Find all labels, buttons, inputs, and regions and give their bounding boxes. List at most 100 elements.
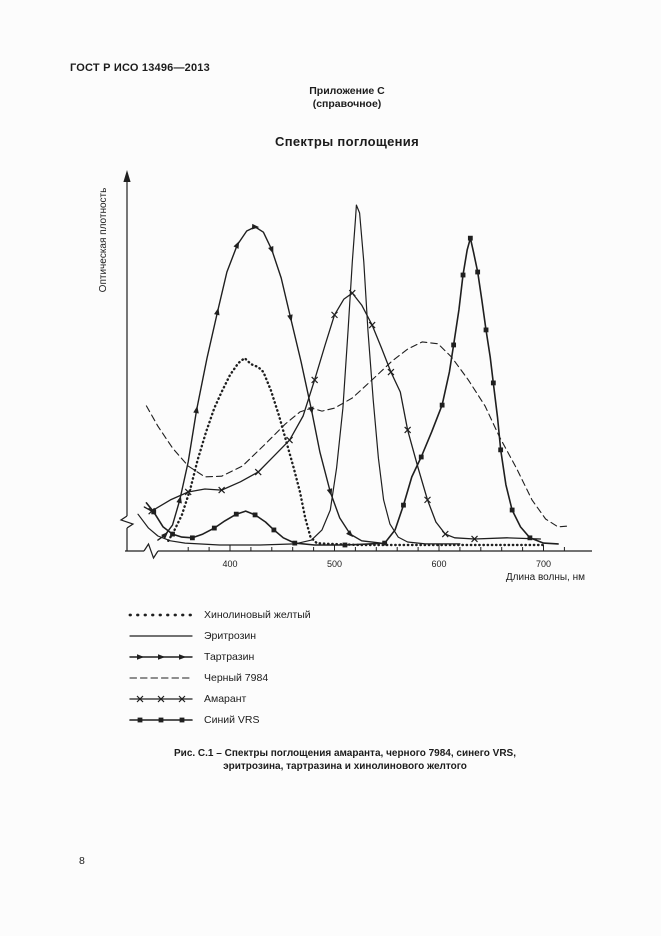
triangle-marker-icon bbox=[176, 495, 182, 504]
legend-swatch-icon bbox=[128, 613, 194, 616]
legend-swatch-icon bbox=[129, 717, 193, 722]
legend-label: Черный 7984 bbox=[204, 671, 269, 684]
x-marker-icon bbox=[136, 695, 144, 702]
chart-legend: Хинолиновый желтый Эритрозин Тартразин Черн… bbox=[128, 604, 311, 730]
square-marker-icon bbox=[170, 531, 175, 537]
triangle-marker-icon bbox=[214, 307, 220, 316]
x-marker-icon bbox=[404, 426, 412, 434]
square-marker-icon bbox=[179, 717, 185, 722]
square-marker-icon bbox=[252, 512, 258, 518]
x-tick-label: 700 bbox=[536, 559, 551, 569]
series-6 bbox=[145, 235, 559, 548]
series-path bbox=[145, 237, 559, 546]
x-tick-label: 500 bbox=[327, 559, 342, 569]
section-title: Спектры поглощения bbox=[275, 134, 419, 149]
legend-label: Хинолиновый желтый bbox=[204, 608, 311, 621]
legend-label: Эритрозин bbox=[204, 629, 257, 642]
triangle-marker-icon bbox=[158, 653, 166, 660]
square-marker-icon bbox=[509, 507, 515, 513]
legend-row: Амарант bbox=[128, 688, 311, 709]
triangle-marker-icon bbox=[179, 653, 187, 660]
square-marker-icon bbox=[151, 509, 157, 515]
x-axis-break-icon bbox=[143, 542, 159, 560]
x-marker-icon bbox=[348, 289, 356, 297]
x-tick-label: 400 bbox=[222, 559, 237, 569]
spectra-chart: 400 500 600 700 Длина волны, нм Оптическая пл… bbox=[98, 170, 592, 583]
series-path bbox=[157, 226, 382, 544]
square-marker-icon bbox=[271, 527, 277, 533]
series-1 bbox=[167, 356, 544, 547]
standard-number: ГОСТ Р ИСО 13496—2013 bbox=[70, 62, 210, 74]
square-marker-icon bbox=[292, 540, 298, 546]
series-path bbox=[145, 341, 568, 528]
triangle-marker-icon bbox=[193, 405, 199, 414]
legend-row: Хинолиновый желтый bbox=[128, 604, 311, 625]
annex-heading: Приложение С bbox=[309, 85, 385, 97]
spectra-figure: 400 500 600 700 Длина волны, нм Оптическая пл… bbox=[60, 168, 600, 598]
legend-label: Тартразин bbox=[204, 650, 255, 663]
triangle-marker-icon bbox=[137, 653, 145, 660]
legend-swatch-icon bbox=[129, 653, 193, 660]
legend-label: Амарант bbox=[204, 692, 247, 705]
square-marker-icon bbox=[233, 511, 239, 517]
square-marker-icon bbox=[527, 535, 533, 541]
square-marker-icon bbox=[467, 235, 473, 241]
x-marker-icon bbox=[178, 695, 186, 702]
x-marker-icon bbox=[387, 368, 395, 376]
series-path bbox=[167, 356, 544, 547]
square-marker-icon bbox=[401, 502, 406, 508]
square-marker-icon bbox=[137, 717, 143, 722]
triangle-marker-icon bbox=[268, 246, 274, 254]
x-marker-icon bbox=[424, 496, 431, 504]
figure-caption-line1: Рис. С.1 – Спектры поглощения амаранта, … bbox=[174, 748, 516, 759]
triangle-marker-icon bbox=[161, 531, 169, 539]
triangle-marker-icon bbox=[233, 241, 240, 249]
x-axis-label: Длина волны, нм bbox=[506, 572, 585, 583]
legend-row: Тартразин bbox=[128, 646, 311, 667]
x-marker-icon bbox=[218, 486, 226, 494]
series-3 bbox=[157, 223, 382, 544]
legend-row: Синий VRS bbox=[128, 709, 311, 730]
square-marker-icon bbox=[460, 272, 466, 278]
x-marker-icon bbox=[286, 436, 293, 444]
triangle-marker-icon bbox=[346, 529, 354, 538]
x-marker-icon bbox=[184, 488, 192, 496]
square-marker-icon bbox=[475, 269, 481, 275]
figure-caption: Рис. С.1 – Спектры поглощения амаранта, … bbox=[125, 747, 565, 773]
x-marker-icon bbox=[157, 695, 165, 702]
x-marker-icon bbox=[254, 468, 262, 476]
legend-label: Синий VRS bbox=[204, 713, 260, 726]
legend-swatch-icon bbox=[129, 676, 193, 679]
square-marker-icon bbox=[342, 542, 348, 548]
square-marker-icon bbox=[189, 535, 195, 541]
series-path bbox=[143, 292, 542, 540]
x-marker-icon bbox=[331, 311, 338, 319]
legend-row: Черный 7984 bbox=[128, 667, 311, 688]
square-marker-icon bbox=[211, 525, 217, 531]
legend-swatch-icon bbox=[129, 695, 193, 702]
square-marker-icon bbox=[158, 717, 164, 722]
page-number: 8 bbox=[79, 855, 85, 867]
square-marker-icon bbox=[382, 540, 388, 546]
triangle-marker-icon bbox=[251, 223, 260, 230]
y-axis-arrow-icon bbox=[123, 170, 131, 182]
triangle-marker-icon bbox=[287, 314, 293, 322]
triangle-marker-icon bbox=[326, 488, 333, 496]
series-5 bbox=[143, 289, 542, 543]
annex-subheading: (справочное) bbox=[312, 98, 382, 110]
square-marker-icon bbox=[490, 380, 496, 386]
x-tick-label: 600 bbox=[431, 559, 446, 569]
legend-row: Эритрозин bbox=[128, 625, 311, 646]
x-marker-icon bbox=[441, 530, 449, 538]
figure-caption-line2: эритрозина, тартразина и хинолинового же… bbox=[223, 761, 467, 772]
x-marker-icon bbox=[471, 535, 478, 543]
square-marker-icon bbox=[483, 327, 489, 333]
series-4 bbox=[145, 341, 568, 528]
square-marker-icon bbox=[439, 402, 445, 408]
y-axis-label: Оптическая плотность bbox=[98, 188, 109, 293]
square-marker-icon bbox=[498, 447, 504, 453]
x-marker-icon bbox=[368, 321, 376, 329]
x-marker-icon bbox=[311, 376, 319, 384]
square-marker-icon bbox=[418, 454, 424, 460]
